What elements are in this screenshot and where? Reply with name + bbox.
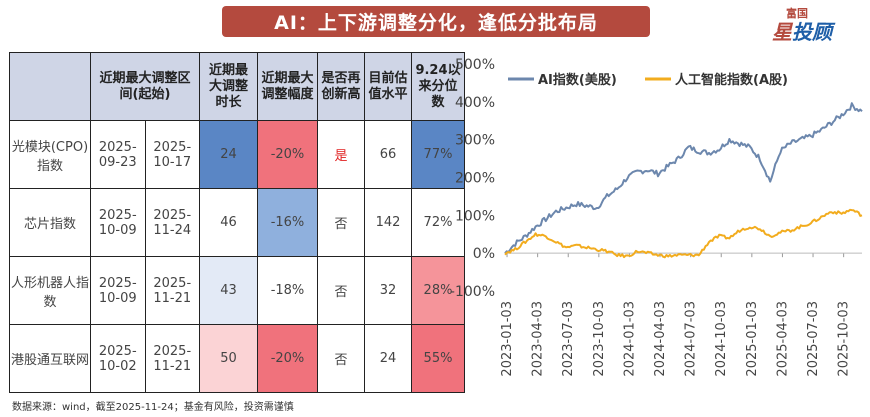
- x-tick-label: 2025-04-03: [775, 301, 790, 377]
- row-drawdown: -20%: [257, 324, 318, 393]
- row-drawdown: -18%: [257, 256, 318, 325]
- row-valuation: 24: [364, 324, 412, 393]
- series-line-ai-us: [504, 102, 863, 254]
- header-percentile: 9.24以来分位数: [411, 52, 465, 121]
- page-title: AI：上下游调整分化，逢低分批布局: [274, 12, 598, 34]
- row-start: 2025-09-23: [90, 120, 146, 189]
- x-tick-label: 2023-01-03: [500, 301, 515, 377]
- page-title-banner: AI：上下游调整分化，逢低分批布局: [222, 6, 650, 37]
- series-line-ai-a: [504, 208, 863, 259]
- line-chart: 500% 400% 300% 200% 100% 0% -100% 2023-01-03 202…: [450, 57, 863, 377]
- row-percentile: 28%: [411, 256, 465, 325]
- header-duration: 近期最大调整时长: [199, 52, 258, 121]
- row-new-high: 是: [317, 120, 365, 189]
- row-drawdown: -16%: [257, 188, 318, 257]
- header-range: 近期最大调整区间(起始): [90, 52, 200, 121]
- x-tick-label: 2025-01-03: [745, 301, 760, 377]
- row-valuation: 66: [364, 120, 412, 189]
- x-tick-label: 2024-07-03: [684, 301, 699, 377]
- brand-logo: 富国 星投顾: [772, 4, 868, 45]
- header-name: [9, 52, 91, 121]
- row-valuation: 142: [364, 188, 412, 257]
- row-percentile: 72%: [411, 188, 465, 257]
- row-duration: 24: [199, 120, 258, 189]
- table-row: 光模块(CPO)指数 2025-09-23 2025-10-17 24 -20%…: [9, 120, 465, 189]
- x-tick-label: 2023-10-03: [592, 301, 607, 377]
- x-tick-label: 2023-07-03: [561, 301, 576, 377]
- row-end: 2025-11-21: [144, 256, 200, 325]
- row-name: 港股通互联网: [9, 324, 91, 393]
- table-row: 芯片指数 2025-10-09 2025-11-24 46 -16% 否 142…: [9, 188, 465, 257]
- x-tick-label: 2023-04-03: [531, 301, 546, 377]
- header-drawdown: 近期最大调整幅度: [257, 52, 318, 121]
- x-tick-label: 2024-10-03: [714, 301, 729, 377]
- row-start: 2025-10-02: [90, 324, 146, 393]
- x-tick-label: 2025-07-03: [806, 301, 821, 377]
- row-duration: 46: [199, 188, 258, 257]
- row-duration: 43: [199, 256, 258, 325]
- header-new-high: 是否再创新高: [317, 52, 365, 121]
- legend-label-ai-us: AI指数(美股): [538, 72, 617, 88]
- y-tick-label: 300%: [455, 133, 495, 149]
- logo-big-text: 星投顾: [772, 16, 832, 45]
- logo-advisor-text: 投顾: [792, 20, 832, 44]
- y-tick-label: 0%: [473, 246, 495, 262]
- row-end: 2025-11-24: [144, 188, 200, 257]
- x-tick-label: 2024-01-03: [622, 301, 637, 377]
- data-source-note: 数据来源：wind，截至2025-11-24；基金有风险，投资需谨慎: [12, 402, 294, 413]
- row-start: 2025-10-09: [90, 188, 146, 257]
- row-name: 光模块(CPO)指数: [9, 120, 91, 189]
- y-tick-label: 200%: [455, 171, 495, 187]
- x-tick-label: 2025-10-03: [837, 301, 852, 377]
- table-row: 港股通互联网 2025-10-02 2025-11-21 50 -20% 否 2…: [9, 324, 465, 393]
- row-new-high: 否: [317, 256, 365, 325]
- table-row: 人形机器人指数 2025-10-09 2025-11-21 43 -18% 否 …: [9, 256, 465, 325]
- x-tick-label: 2024-04-03: [653, 301, 668, 377]
- row-end: 2025-11-21: [144, 324, 200, 393]
- row-name: 芯片指数: [9, 188, 91, 257]
- legend-label-ai-a: 人工智能指数(A股): [675, 72, 788, 88]
- logo-small-text: 富国: [786, 7, 808, 20]
- y-tick-label: 100%: [455, 208, 495, 224]
- y-tick-label: 400%: [455, 95, 495, 111]
- row-start: 2025-10-09: [90, 256, 146, 325]
- y-tick-label: 500%: [455, 57, 495, 73]
- row-new-high: 否: [317, 324, 365, 393]
- index-adjustment-table: 近期最大调整区间(起始) 近期最大调整时长 近期最大调整幅度 是否再创新高 目前…: [9, 52, 465, 393]
- table-header-row: 近期最大调整区间(起始) 近期最大调整时长 近期最大调整幅度 是否再创新高 目前…: [9, 52, 465, 121]
- row-percentile: 77%: [411, 120, 465, 189]
- header-valuation: 目前估值水平: [364, 52, 412, 121]
- y-tick-label: -100%: [450, 284, 495, 300]
- logo-star-char: 星: [772, 20, 792, 44]
- row-end: 2025-10-17: [144, 120, 200, 189]
- row-drawdown: -20%: [257, 120, 318, 189]
- row-percentile: 55%: [411, 324, 465, 393]
- row-new-high: 否: [317, 188, 365, 257]
- row-valuation: 32: [364, 256, 412, 325]
- row-name: 人形机器人指数: [9, 256, 91, 325]
- row-duration: 50: [199, 324, 258, 393]
